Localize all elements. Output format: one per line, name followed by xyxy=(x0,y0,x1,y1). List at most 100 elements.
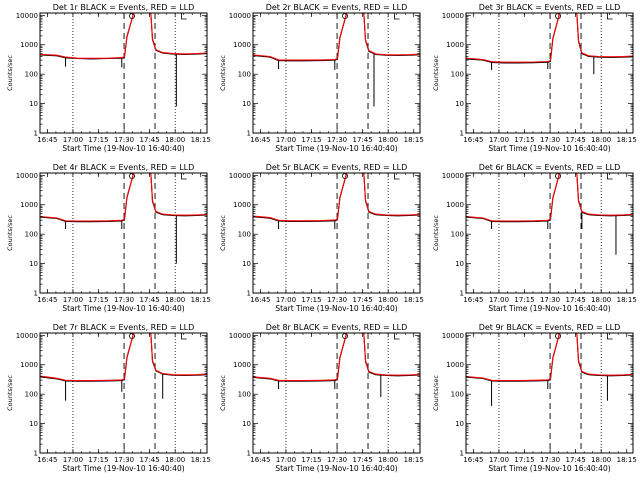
x-tick-label: 17:00 xyxy=(276,456,296,464)
y-tick-label: 100 xyxy=(238,71,251,79)
x-axis-label: Start Time (19-Nov-10 16:40:40) xyxy=(275,144,397,153)
x-tick-label: 17:30 xyxy=(114,296,134,304)
panel-7: Det 7r BLACK = Events, RED = LLD 1 10 100 10… xyxy=(6,323,211,473)
plot-frame xyxy=(39,332,208,454)
x-tick-label: 17:15 xyxy=(514,456,534,464)
y-tick-label: 1000 xyxy=(446,41,464,49)
marker-bracket xyxy=(607,173,613,180)
lld-series-line xyxy=(253,13,420,61)
x-tick-label: 17:00 xyxy=(63,136,83,144)
plot-frame xyxy=(39,12,208,134)
x-tick-label: 18:15 xyxy=(404,136,424,144)
y-tick-label: 100 xyxy=(451,231,464,239)
y-tick-label: 100 xyxy=(25,231,38,239)
y-axis-label: Counts/sec xyxy=(219,215,227,251)
x-tick-label: 17:15 xyxy=(301,296,321,304)
events-series-line xyxy=(40,333,207,382)
x-tick-label: 16:45 xyxy=(463,136,483,144)
panel-title: Det 9r BLACK = Events, RED = LLD xyxy=(479,323,621,332)
y-axis-label: Counts/sec xyxy=(219,375,227,411)
x-tick-label: 18:15 xyxy=(191,456,211,464)
x-tick-label: 17:30 xyxy=(540,136,560,144)
y-tick-label: 100 xyxy=(25,391,38,399)
y-tick-label: 1 xyxy=(247,130,251,138)
lld-series-line xyxy=(40,173,207,222)
y-tick-label: 1 xyxy=(34,450,38,458)
x-tick-label: 18:15 xyxy=(617,296,637,304)
x-tick-label: 17:15 xyxy=(88,136,108,144)
y-tick-label: 100 xyxy=(451,391,464,399)
y-tick-label: 1 xyxy=(460,130,464,138)
marker-bracket xyxy=(181,333,187,340)
events-series-line xyxy=(40,13,207,60)
y-tick-label: 1000 xyxy=(446,361,464,369)
x-tick-label: 17:00 xyxy=(276,296,296,304)
y-tick-label: 10000 xyxy=(16,332,38,340)
panel-title: Det 2r BLACK = Events, RED = LLD xyxy=(266,3,408,12)
y-tick-label: 10 xyxy=(455,420,464,428)
events-series-line xyxy=(253,173,420,223)
y-tick-label: 10 xyxy=(455,100,464,108)
y-tick-label: 1 xyxy=(460,450,464,458)
x-tick-label: 18:00 xyxy=(378,456,398,464)
panel-3: Det 3r BLACK = Events, RED = LLD 1 10 100 10… xyxy=(432,3,637,153)
plot-frame xyxy=(465,172,634,294)
y-axis-label: Counts/sec xyxy=(6,55,14,91)
x-tick-label: 17:45 xyxy=(140,136,160,144)
marker-bracket xyxy=(394,173,400,180)
y-tick-label: 10 xyxy=(29,100,38,108)
lld-series-line xyxy=(466,333,633,382)
x-axis-label: Start Time (19-Nov-10 16:40:40) xyxy=(488,304,610,313)
y-tick-label: 1000 xyxy=(20,201,38,209)
x-axis-label: Start Time (19-Nov-10 16:40:40) xyxy=(62,144,184,153)
x-tick-label: 18:00 xyxy=(165,296,185,304)
x-tick-label: 18:15 xyxy=(191,296,211,304)
x-tick-label: 18:15 xyxy=(404,456,424,464)
y-tick-label: 1000 xyxy=(20,41,38,49)
panel-5: Det 5r BLACK = Events, RED = LLD 1 10 100 10… xyxy=(219,163,424,313)
x-tick-label: 17:45 xyxy=(353,456,373,464)
events-series-line xyxy=(466,173,633,223)
x-tick-label: 16:45 xyxy=(37,136,57,144)
events-series-line xyxy=(466,333,633,382)
panel-9: Det 9r BLACK = Events, RED = LLD 1 10 100 10… xyxy=(432,323,637,473)
y-axis-label: Counts/sec xyxy=(6,375,14,411)
x-tick-label: 18:00 xyxy=(165,136,185,144)
x-tick-label: 17:45 xyxy=(566,296,586,304)
x-tick-label: 17:45 xyxy=(140,296,160,304)
y-tick-label: 10000 xyxy=(16,172,38,180)
lld-series-line xyxy=(466,13,633,63)
y-axis-label: Counts/sec xyxy=(432,375,440,411)
x-tick-label: 18:15 xyxy=(404,296,424,304)
events-series-line xyxy=(40,173,207,223)
y-tick-label: 1000 xyxy=(20,361,38,369)
panel-4: Det 4r BLACK = Events, RED = LLD 1 10 100 10… xyxy=(6,163,211,313)
x-tick-label: 17:30 xyxy=(327,296,347,304)
x-tick-label: 17:30 xyxy=(114,456,134,464)
x-tick-label: 17:30 xyxy=(327,456,347,464)
y-tick-label: 10000 xyxy=(442,12,464,20)
panel-title: Det 1r BLACK = Events, RED = LLD xyxy=(53,3,195,12)
x-tick-label: 18:00 xyxy=(591,456,611,464)
x-tick-label: 17:15 xyxy=(301,136,321,144)
x-tick-label: 18:00 xyxy=(378,296,398,304)
x-tick-label: 16:45 xyxy=(250,296,270,304)
x-tick-label: 17:45 xyxy=(353,296,373,304)
y-tick-label: 10 xyxy=(29,420,38,428)
x-axis-label: Start Time (19-Nov-10 16:40:40) xyxy=(488,144,610,153)
y-tick-label: 100 xyxy=(451,71,464,79)
y-tick-label: 1 xyxy=(247,290,251,298)
x-axis-label: Start Time (19-Nov-10 16:40:40) xyxy=(275,464,397,473)
x-tick-label: 17:00 xyxy=(63,456,83,464)
x-tick-label: 17:00 xyxy=(489,136,509,144)
lld-series-line xyxy=(40,13,207,59)
x-tick-label: 17:15 xyxy=(514,296,534,304)
y-tick-label: 10000 xyxy=(442,332,464,340)
lld-series-line xyxy=(466,173,633,222)
x-tick-label: 17:00 xyxy=(63,296,83,304)
panel-title: Det 7r BLACK = Events, RED = LLD xyxy=(53,323,195,332)
plot-frame xyxy=(252,172,421,294)
x-tick-label: 17:15 xyxy=(514,136,534,144)
x-tick-label: 17:15 xyxy=(88,296,108,304)
